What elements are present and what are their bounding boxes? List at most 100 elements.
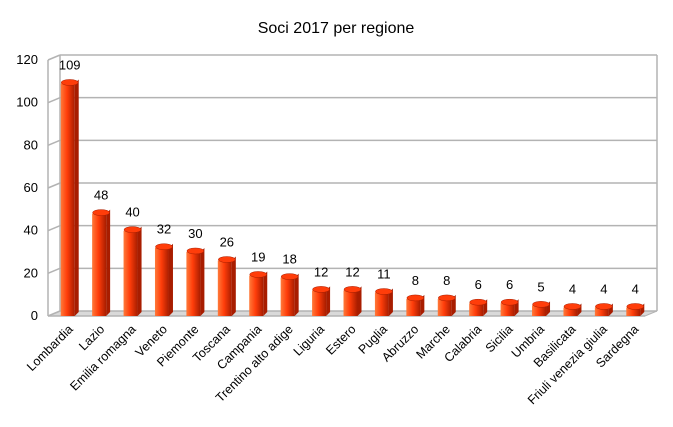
bar-top — [249, 271, 267, 278]
bar-top — [92, 209, 110, 216]
bar-0 — [60, 79, 79, 316]
bar-13 — [469, 298, 488, 316]
bar-side — [357, 286, 362, 316]
data-label: 5 — [537, 279, 544, 294]
gridline-depth — [47, 310, 61, 317]
bar-side — [74, 79, 79, 316]
data-label: 40 — [125, 205, 139, 220]
bar-front — [249, 275, 264, 316]
bar-side — [200, 248, 205, 316]
data-label: 8 — [412, 273, 419, 288]
bar-11 — [406, 294, 425, 316]
bar-side — [294, 273, 299, 316]
bar-front — [500, 303, 515, 316]
bar-3 — [154, 243, 173, 316]
bar-side — [263, 271, 268, 316]
bar-17 — [594, 303, 613, 316]
gridline-depth — [47, 139, 61, 147]
x-tick-label: Estero — [323, 322, 358, 357]
bar-front — [123, 230, 138, 316]
bar-12 — [437, 294, 456, 316]
bar-top — [406, 294, 425, 302]
data-label: 4 — [569, 281, 576, 296]
data-label: 32 — [157, 222, 171, 237]
bar-front — [60, 83, 75, 316]
bar-top — [186, 247, 205, 255]
y-tick-label: 60 — [24, 180, 38, 195]
bar-layer — [60, 79, 645, 316]
bar-10 — [374, 288, 393, 316]
bar-side — [388, 288, 393, 316]
bar-front — [280, 277, 295, 316]
bar-18 — [626, 303, 645, 316]
data-label: 8 — [443, 273, 450, 288]
gridline-depth — [47, 54, 61, 61]
data-label: 19 — [251, 249, 265, 264]
data-label: 12 — [345, 264, 359, 279]
data-label: 48 — [94, 188, 108, 203]
data-label: 109 — [59, 57, 81, 72]
bar-top — [218, 256, 236, 263]
gridline-depth — [47, 96, 61, 104]
data-label: 11 — [377, 267, 391, 282]
data-label: 30 — [188, 226, 202, 241]
bar-top — [343, 286, 362, 293]
bar-front — [154, 247, 169, 316]
bar-front — [217, 260, 232, 316]
bar-front — [469, 303, 484, 316]
bar-top — [123, 226, 142, 233]
bar-side — [231, 256, 236, 316]
bar-front — [626, 307, 641, 316]
bar-top — [280, 273, 299, 280]
bar-side — [168, 243, 173, 316]
bar-front — [406, 298, 421, 316]
bar-4 — [186, 247, 205, 316]
data-label: 6 — [506, 277, 513, 292]
bar-front — [594, 307, 609, 316]
bar-top — [563, 303, 582, 310]
gridline-depth — [47, 182, 61, 189]
bar-16 — [563, 303, 582, 316]
bar-1 — [92, 209, 111, 316]
bar-front — [312, 290, 327, 316]
bar-front — [563, 307, 578, 316]
bar-9 — [343, 286, 362, 316]
gridline-depth — [47, 267, 61, 275]
data-label: 26 — [220, 235, 234, 250]
bar-2 — [123, 226, 142, 316]
bar-top — [532, 301, 550, 308]
bar-front — [186, 252, 201, 316]
bar-side — [106, 209, 111, 316]
bar-front — [437, 298, 452, 316]
bar-6 — [249, 271, 268, 316]
data-label: 4 — [600, 281, 607, 296]
bar-front — [374, 292, 389, 316]
x-tick-label: Lombardia — [24, 322, 76, 374]
data-label: 12 — [314, 264, 328, 279]
bar-front — [92, 213, 107, 316]
gridline-depth — [47, 224, 61, 232]
bar-top — [469, 298, 487, 306]
y-tick-label: 120 — [16, 52, 38, 67]
x-tick-label: Liguria — [291, 322, 327, 358]
bar-top — [312, 286, 330, 293]
data-label: 18 — [282, 252, 296, 267]
data-label: 6 — [475, 277, 482, 292]
bar-top — [500, 298, 519, 306]
bar-side — [326, 286, 331, 316]
y-tick-label: 20 — [24, 265, 38, 280]
bar-front — [532, 305, 547, 316]
axis-layer: 0 20 40 60 80 100 120 — [16, 52, 645, 323]
bar-top — [155, 243, 173, 250]
chart-title: Soci 2017 per regione — [258, 20, 415, 37]
bar-front — [343, 290, 358, 316]
data-label: 4 — [632, 281, 639, 296]
y-tick-label: 100 — [16, 95, 38, 110]
y-tick-label: 0 — [31, 308, 38, 323]
bar-top — [595, 303, 613, 310]
bar-top — [375, 288, 393, 295]
bar-14 — [500, 298, 519, 316]
